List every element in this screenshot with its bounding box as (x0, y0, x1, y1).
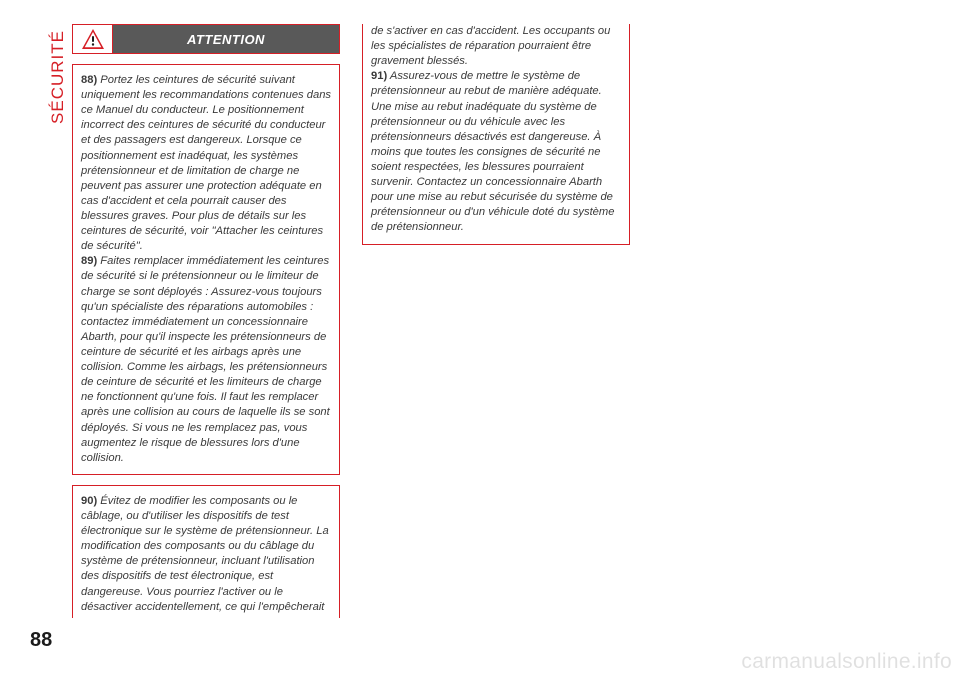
attention-icon-cell (73, 25, 113, 53)
warning-entry: 91) Assurez-vous de mettre le système de… (371, 69, 621, 235)
warning-triangle-icon (81, 28, 105, 50)
section-label: SÉCURITÉ (48, 30, 68, 124)
warning-text: Faites remplacer immédiatement les ceint… (81, 255, 330, 463)
page-number: 88 (30, 629, 52, 652)
watermark: carmanualsonline.info (741, 650, 952, 674)
content-columns: ATTENTION 88) Portez les ceintures de sé… (72, 24, 920, 618)
warning-box-1: 88) Portez les ceintures de sécurité sui… (72, 64, 340, 475)
warning-number: 88) (81, 74, 97, 86)
warning-number: 89) (81, 255, 97, 267)
attention-header: ATTENTION (72, 24, 340, 54)
warning-text: Portez les ceintures de sécurité suivant… (81, 74, 331, 252)
warning-entry: 88) Portez les ceintures de sécurité sui… (81, 73, 331, 254)
warning-number: 90) (81, 495, 97, 507)
attention-title: ATTENTION (113, 25, 339, 53)
warning-text: Assurez-vous de mettre le système de pré… (371, 70, 614, 233)
warning-number: 91) (371, 70, 387, 82)
manual-page: SÉCURITÉ ATTENTION (0, 0, 960, 678)
warning-entry: 89) Faites remplacer immédiatement les c… (81, 254, 331, 466)
